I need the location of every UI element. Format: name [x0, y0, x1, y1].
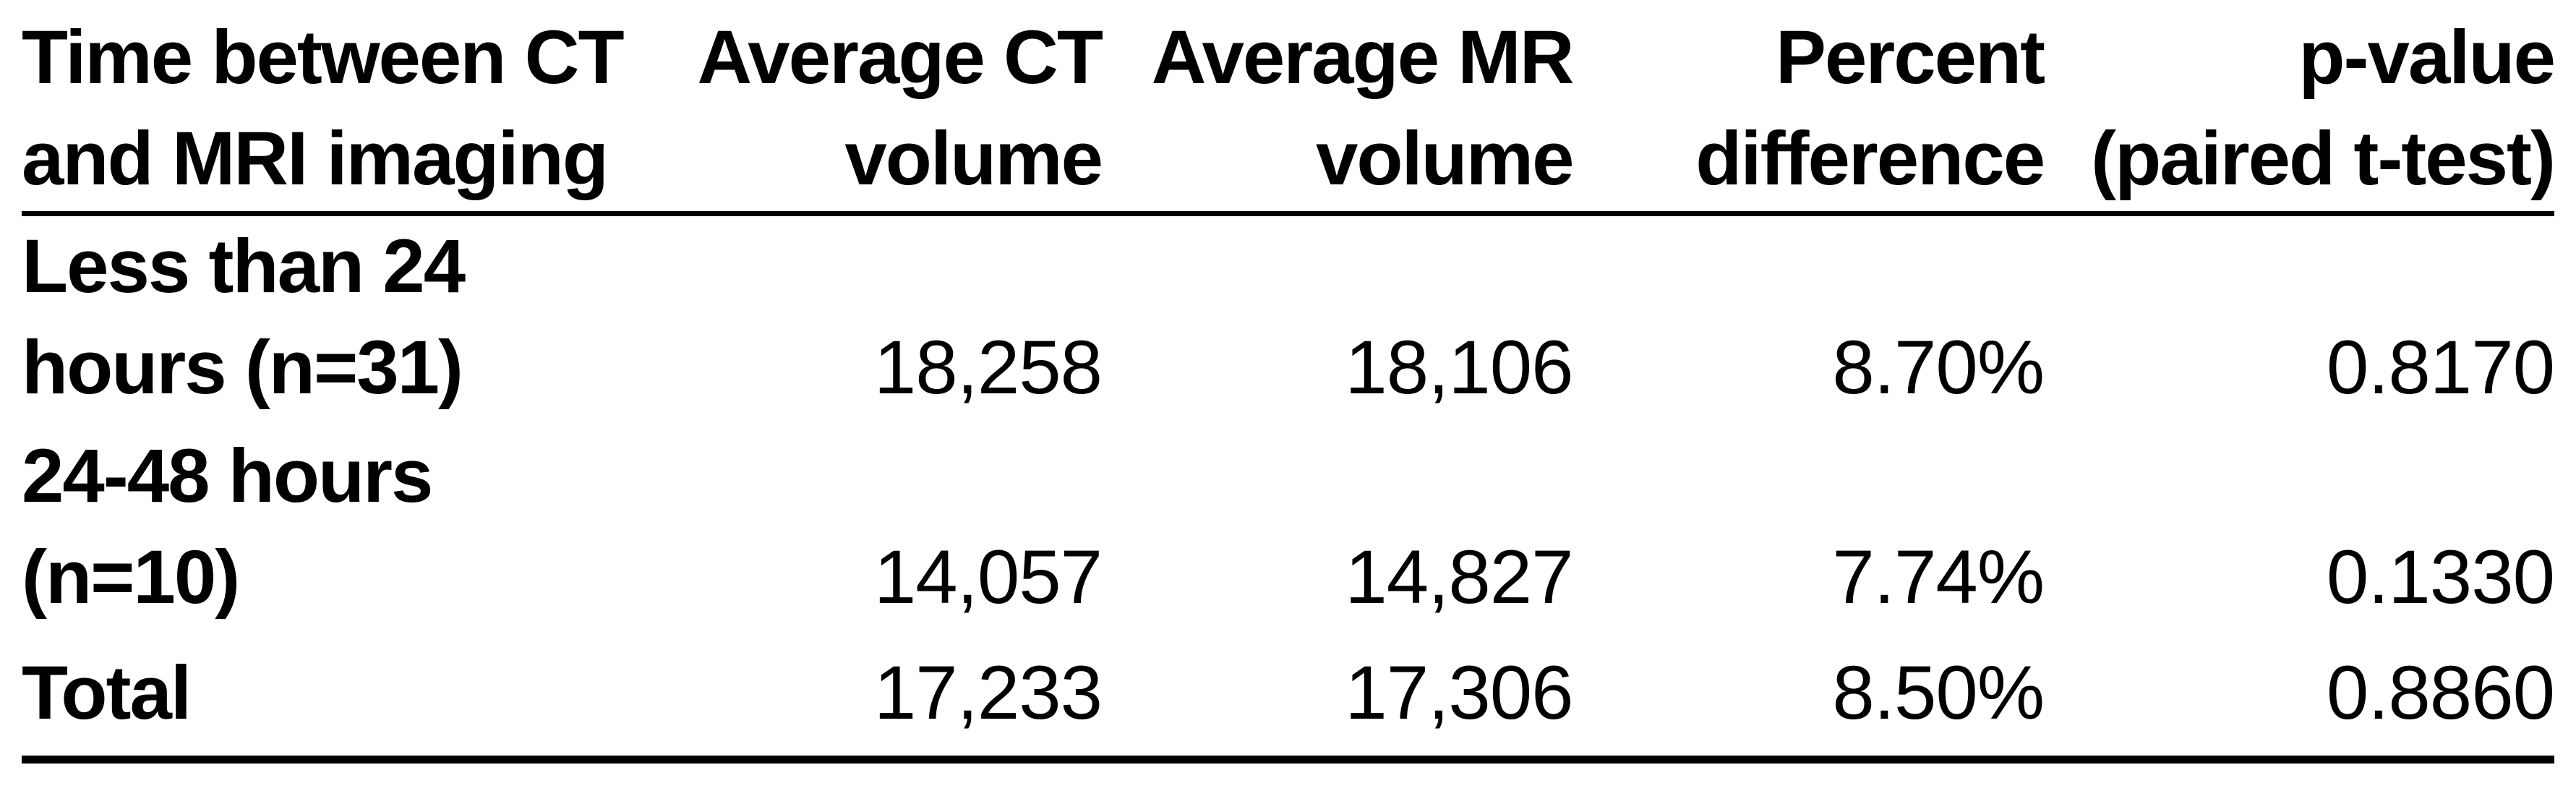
table-row-total: Total 17,233 17,306 8.50% 0.8860 — [22, 636, 2555, 760]
row-label-cell: Less than 24 hours (n=31) — [22, 214, 635, 427]
header-line2: (paired t-test) — [2091, 116, 2556, 201]
cell-average-ct-volume: 14,057 — [873, 535, 1103, 620]
header-line1: Time between CT — [22, 15, 625, 100]
table-container: Time between CT and MRI imaging Average … — [22, 0, 2556, 764]
cell-p-value: 0.1330 — [2326, 535, 2555, 620]
header-line1: Average MR — [1151, 15, 1575, 100]
cell-percent-difference: 8.70% — [1832, 325, 2045, 410]
header-line2: and MRI imaging — [22, 116, 609, 201]
header-line2: volume — [844, 116, 1103, 201]
row-label-line1: Less than 24 — [22, 224, 466, 309]
cell-percent-difference: 8.50% — [1832, 651, 2045, 735]
header-line1: p-value — [2298, 15, 2556, 100]
column-header-p-value: p-value (paired t-test) — [2044, 0, 2556, 216]
cell-average-mr-volume: 18,106 — [1345, 325, 1573, 410]
table-row-24-48-hours: 24-48 hours (n=10) 14,057 14,827 7.74% 0… — [22, 426, 2555, 636]
cell-average-ct-volume: 18,258 — [873, 325, 1103, 410]
cell-percent-difference: 7.74% — [1832, 535, 2045, 620]
table-row-less-than-24-hours: Less than 24 hours (n=31) 18,258 18,106 … — [22, 214, 2555, 427]
cell-average-mr-volume: 17,306 — [1345, 651, 1573, 735]
header-line1: Average CT — [697, 15, 1103, 100]
row-label-cell: Total — [22, 651, 192, 735]
header-row: Time between CT and MRI imaging Average … — [22, 0, 2556, 216]
header-line2: volume — [1315, 116, 1575, 201]
cell-average-ct-volume: 17,233 — [873, 651, 1103, 735]
row-label-line2: hours (n=31) — [22, 325, 463, 410]
column-header-average-ct-volume: Average CT volume — [634, 0, 1103, 216]
row-label-cell: 24-48 hours (n=10) — [22, 426, 635, 636]
cell-average-mr-volume: 14,827 — [1345, 535, 1573, 620]
row-label-line1: 24-48 hours — [22, 434, 433, 518]
ct-mr-volume-comparison-table: Time between CT and MRI imaging Average … — [22, 0, 2556, 764]
cell-p-value: 0.8860 — [2326, 651, 2555, 735]
column-header-percent-difference: Percent difference — [1572, 0, 2045, 216]
row-label-line2: (n=10) — [22, 535, 240, 620]
column-header-average-mr-volume: Average MR volume — [1102, 0, 1575, 216]
cell-p-value: 0.8170 — [2326, 325, 2555, 410]
column-header-time-between: Time between CT and MRI imaging — [22, 0, 635, 216]
header-line1: Percent — [1775, 15, 2045, 100]
header-line2: difference — [1695, 116, 2045, 201]
